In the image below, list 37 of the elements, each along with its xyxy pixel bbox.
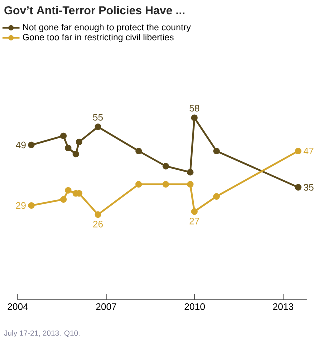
data-label: 47 [304,148,314,155]
data-label: 26 [93,221,104,228]
data-label: 35 [304,184,314,191]
point [65,144,72,152]
point [213,193,220,200]
legend-label: Gone too far in restricting civil liberties [23,34,174,42]
data-label: 58 [190,105,200,112]
point [162,181,170,188]
point [295,184,302,191]
point [295,148,302,155]
x-tick-label: 2007 [96,304,117,310]
point [60,196,67,203]
point [60,132,67,140]
point [76,138,83,146]
point [136,148,142,155]
point [94,212,102,218]
chart-title: Gov’t Anti-Terror Policies Have ... [4,6,185,15]
data-label: 55 [93,114,104,121]
data-label: 27 [190,218,200,225]
point [191,208,198,216]
x-tick-label: 2004 [8,304,28,310]
point [136,181,142,188]
point [191,114,198,122]
data-label: 49 [16,142,26,149]
point [28,202,35,210]
point [28,142,35,149]
point [65,187,72,194]
point [187,169,194,176]
point [213,148,220,155]
point [162,163,170,170]
point [187,181,194,188]
point [94,124,102,130]
x-tick-label: 2013 [273,304,294,310]
x-tick-label: 2010 [184,304,206,310]
data-label: 29 [16,202,26,210]
legend-label: Not gone far enough to protect the country [23,24,192,32]
point [72,151,80,158]
